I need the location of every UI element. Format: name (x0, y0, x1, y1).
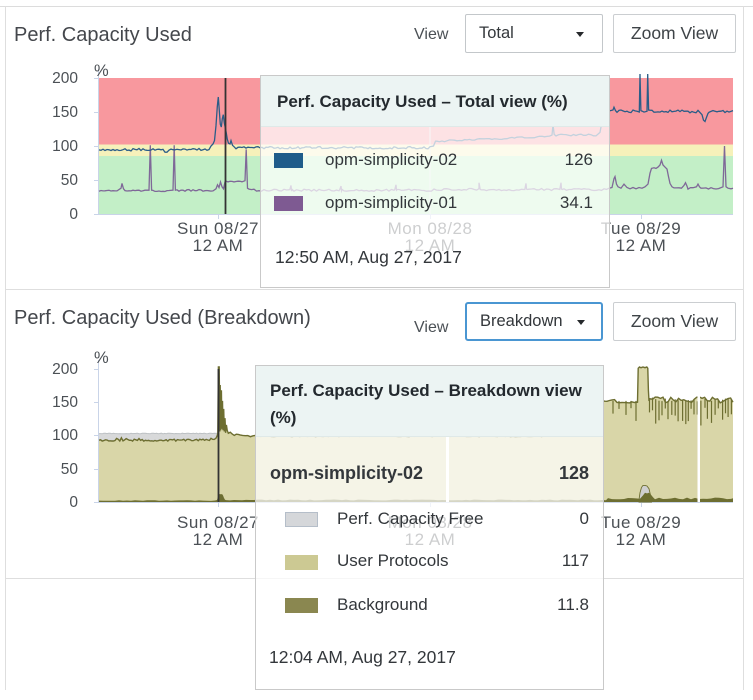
svg-text:Sun 08/27: Sun 08/27 (177, 513, 259, 532)
svg-text:200: 200 (52, 361, 78, 378)
svg-text:50: 50 (61, 461, 79, 478)
svg-text:12 AM: 12 AM (616, 236, 667, 255)
svg-text:0: 0 (69, 206, 78, 223)
svg-text:100: 100 (52, 138, 78, 155)
svg-text:12 AM: 12 AM (616, 530, 667, 549)
svg-text:Tue 08/29: Tue 08/29 (601, 219, 681, 238)
svg-text:150: 150 (52, 394, 78, 411)
svg-text:200: 200 (52, 70, 78, 87)
svg-text:%: % (94, 349, 109, 367)
svg-text:Tue 08/29: Tue 08/29 (601, 513, 681, 532)
svg-text:Sun 08/27: Sun 08/27 (177, 219, 259, 238)
svg-text:100: 100 (52, 427, 78, 444)
svg-text:150: 150 (52, 104, 78, 121)
svg-text:12 AM: 12 AM (193, 530, 244, 549)
svg-text:0: 0 (69, 494, 78, 511)
svg-text:%: % (94, 62, 109, 80)
svg-text:12 AM: 12 AM (193, 236, 244, 255)
svg-text:50: 50 (61, 172, 79, 189)
